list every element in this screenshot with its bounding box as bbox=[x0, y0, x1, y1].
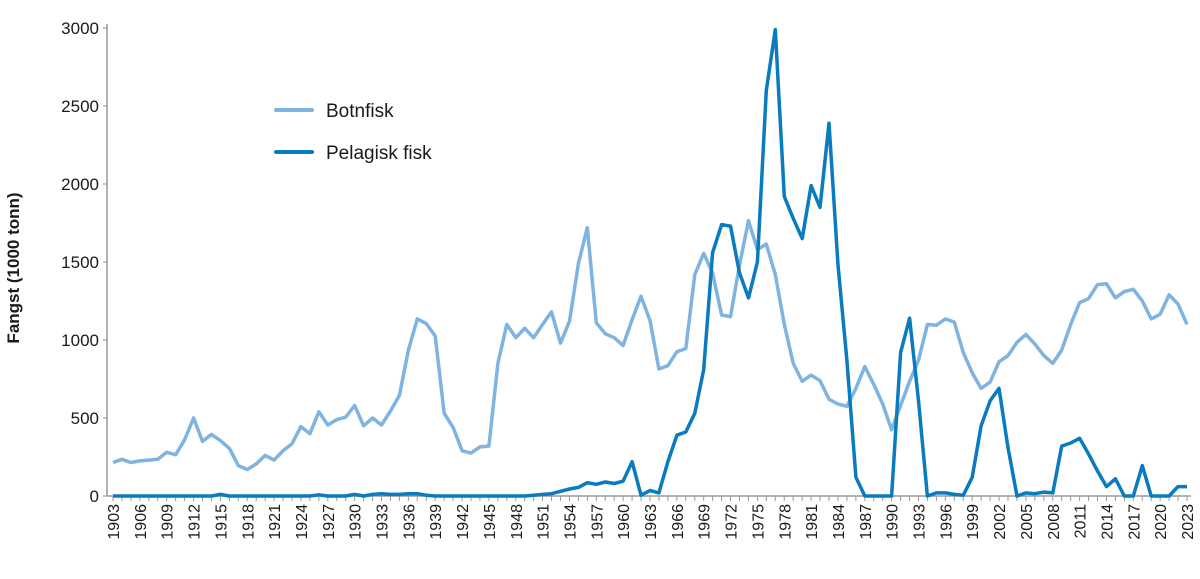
x-tick-label: 1954 bbox=[562, 504, 579, 540]
x-tick-label: 2005 bbox=[1019, 504, 1036, 540]
x-tick-label: 1960 bbox=[616, 504, 633, 540]
x-tick-label: 1978 bbox=[777, 504, 794, 540]
x-tick-label: 1957 bbox=[589, 504, 606, 540]
x-tick-label: 1912 bbox=[187, 504, 204, 540]
y-tick-label: 500 bbox=[71, 409, 99, 428]
x-tick-label: 1972 bbox=[724, 504, 741, 540]
x-tick-label: 1933 bbox=[375, 504, 392, 540]
x-tick-label: 1945 bbox=[482, 504, 499, 540]
x-tick-label: 1975 bbox=[750, 504, 767, 540]
y-tick-label: 1500 bbox=[61, 253, 99, 272]
x-tick-label: 2002 bbox=[992, 504, 1009, 540]
x-tick-label: 1921 bbox=[267, 504, 284, 540]
legend-label-1: Pelagisk fisk bbox=[326, 143, 432, 164]
x-tick-label: 1927 bbox=[321, 504, 338, 540]
x-tick-label: 1996 bbox=[938, 504, 955, 540]
x-tick-label: 1915 bbox=[213, 504, 230, 540]
y-tick-label: 1000 bbox=[61, 331, 99, 350]
x-tick-label: 1963 bbox=[643, 504, 660, 540]
x-tick-label: 1984 bbox=[831, 504, 848, 540]
x-tick-label: 1936 bbox=[401, 504, 418, 540]
legend-label-0: Botnfisk bbox=[326, 101, 394, 122]
x-tick-label: 1969 bbox=[697, 504, 714, 540]
x-tick-label: 1930 bbox=[348, 504, 365, 540]
x-tick-label: 1990 bbox=[885, 504, 902, 540]
x-tick-label: 1981 bbox=[804, 504, 821, 540]
x-tick-label: 1903 bbox=[106, 504, 123, 540]
x-tick-label: 1951 bbox=[536, 504, 553, 540]
series-lines bbox=[112, 27, 1189, 498]
x-tick-label: 1942 bbox=[455, 504, 472, 540]
legend: Botnfisk Pelagisk fisk bbox=[274, 101, 432, 164]
x-tick-label: 1939 bbox=[428, 504, 445, 540]
x-tick-label: 1918 bbox=[240, 504, 257, 540]
x-tick-label: 2023 bbox=[1180, 504, 1197, 540]
x-tick-label: 1906 bbox=[133, 504, 150, 540]
y-axis-label: Fangst (1000 tonn) bbox=[4, 192, 23, 343]
x-tick-label: 1924 bbox=[294, 504, 311, 540]
y-tick-label: 3000 bbox=[61, 19, 99, 38]
y-tick-label: 2000 bbox=[61, 175, 99, 194]
series-line-0 bbox=[112, 218, 1189, 472]
x-tick-label: 1999 bbox=[965, 504, 982, 540]
x-tick-label: 2020 bbox=[1153, 504, 1170, 540]
x-tick-label: 2008 bbox=[1046, 504, 1063, 540]
y-tick-label: 2500 bbox=[61, 97, 99, 116]
x-tick-label: 1987 bbox=[858, 504, 875, 540]
x-tick-label: 1966 bbox=[670, 504, 687, 540]
x-tick-label: 2014 bbox=[1099, 504, 1116, 540]
x-tick-label: 2011 bbox=[1073, 504, 1090, 539]
axes: 0 500 1000 1500 2000 2500 3000 1903 1906 1909 1912… bbox=[61, 19, 1197, 540]
x-tick-label: 1948 bbox=[509, 504, 526, 540]
x-tick-label: 2017 bbox=[1126, 504, 1143, 540]
series-line-1 bbox=[113, 27, 1187, 498]
y-tick-label: 0 bbox=[90, 487, 99, 506]
x-tick-label: 1993 bbox=[912, 504, 929, 540]
x-tick-label: 1909 bbox=[160, 504, 177, 540]
